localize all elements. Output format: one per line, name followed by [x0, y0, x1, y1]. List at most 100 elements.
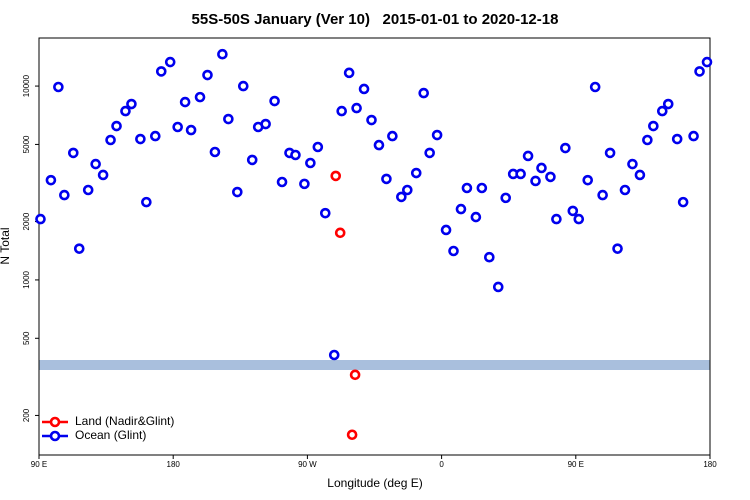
data-point [90, 158, 101, 170]
data-point [312, 141, 324, 153]
data-point [73, 243, 85, 254]
data-point [694, 66, 705, 77]
x-tick-label: 90 E [568, 460, 584, 469]
data-point [589, 81, 601, 93]
data-point [396, 191, 407, 203]
data-point [155, 66, 167, 77]
data-point [560, 142, 571, 154]
data-point [536, 162, 547, 174]
data-point [500, 192, 512, 204]
y-tick-label: 500 [22, 331, 31, 345]
data-point [349, 369, 361, 381]
data-point [346, 429, 358, 441]
data-point [366, 114, 377, 126]
data-point [701, 56, 713, 68]
data-point [387, 130, 398, 142]
data-point [597, 189, 608, 201]
x-axis-label: Longitude (deg E) [327, 476, 422, 490]
data-point [111, 120, 122, 132]
data-point [627, 158, 638, 170]
data-point [688, 130, 699, 142]
y-tick-label: 1000 [22, 270, 31, 288]
legend-label: Ocean (Glint) [75, 428, 146, 442]
data-point [573, 213, 585, 225]
legend-marker [49, 430, 61, 442]
legend-marker [49, 416, 61, 428]
data-point [59, 189, 70, 201]
data-point [373, 139, 385, 151]
data-point [172, 121, 183, 133]
data-point [223, 113, 234, 125]
data-point [410, 167, 422, 179]
data-point [402, 184, 413, 196]
chart-title: 55S-50S January (Ver 10) 2015-01-01 to 2… [192, 11, 559, 28]
data-point [677, 196, 689, 208]
data-point [330, 170, 342, 182]
data-point [120, 105, 131, 117]
data-point [530, 175, 541, 187]
data-point [141, 196, 152, 208]
data-point [276, 176, 288, 188]
data-point [217, 48, 228, 60]
data-point [194, 91, 206, 103]
x-tick-label: 0 [439, 460, 444, 469]
data-point [237, 80, 249, 92]
data-point [484, 251, 495, 263]
data-point [656, 105, 668, 117]
data-point [545, 171, 556, 183]
highlight-band [39, 360, 710, 370]
data-point [269, 95, 280, 107]
data-point [246, 154, 258, 166]
plot-frame [38, 37, 711, 456]
data-point [515, 168, 526, 180]
data-point [260, 118, 271, 130]
data-point [440, 224, 452, 236]
data-point [336, 105, 347, 117]
data-point [470, 211, 482, 223]
data-point [164, 56, 176, 68]
data-point [185, 124, 197, 136]
data-point [418, 87, 430, 99]
data-point [351, 102, 362, 114]
data-point [381, 173, 392, 185]
data-point [492, 281, 504, 293]
data-point [604, 147, 616, 159]
data-point [634, 169, 646, 181]
y-tick-label: 10000 [22, 74, 31, 97]
data-point [476, 182, 488, 194]
data-point [97, 169, 109, 181]
data-point [319, 207, 331, 219]
data-point [202, 69, 213, 81]
data-point [551, 213, 562, 225]
data-point [82, 184, 94, 196]
y-axis-label: N Total [0, 227, 12, 264]
data-point [642, 134, 653, 146]
data-point [424, 147, 435, 159]
data-point [232, 186, 243, 198]
data-point [305, 157, 316, 169]
data-point [126, 98, 137, 110]
data-point [648, 120, 659, 132]
x-tick-label: 180 [703, 460, 717, 469]
legend-label: Land (Nadir&Glint) [75, 414, 174, 428]
data-point [671, 133, 683, 145]
data-point [431, 129, 443, 141]
data-point [448, 245, 459, 257]
data-point [150, 130, 161, 142]
data-point [455, 203, 467, 215]
data-point [582, 174, 594, 186]
data-point [67, 147, 79, 159]
data-point [328, 349, 340, 361]
x-tick-label: 90 E [31, 460, 47, 469]
data-point [612, 243, 623, 254]
x-tick-label: 90 W [298, 460, 317, 469]
data-point [53, 81, 64, 93]
y-tick-label: 200 [22, 408, 31, 422]
data-point [334, 227, 346, 239]
data-point [135, 133, 146, 145]
y-tick-label: 2000 [22, 212, 31, 230]
data-point [290, 149, 301, 161]
data-point [567, 205, 579, 217]
x-tick-label: 180 [167, 460, 181, 469]
